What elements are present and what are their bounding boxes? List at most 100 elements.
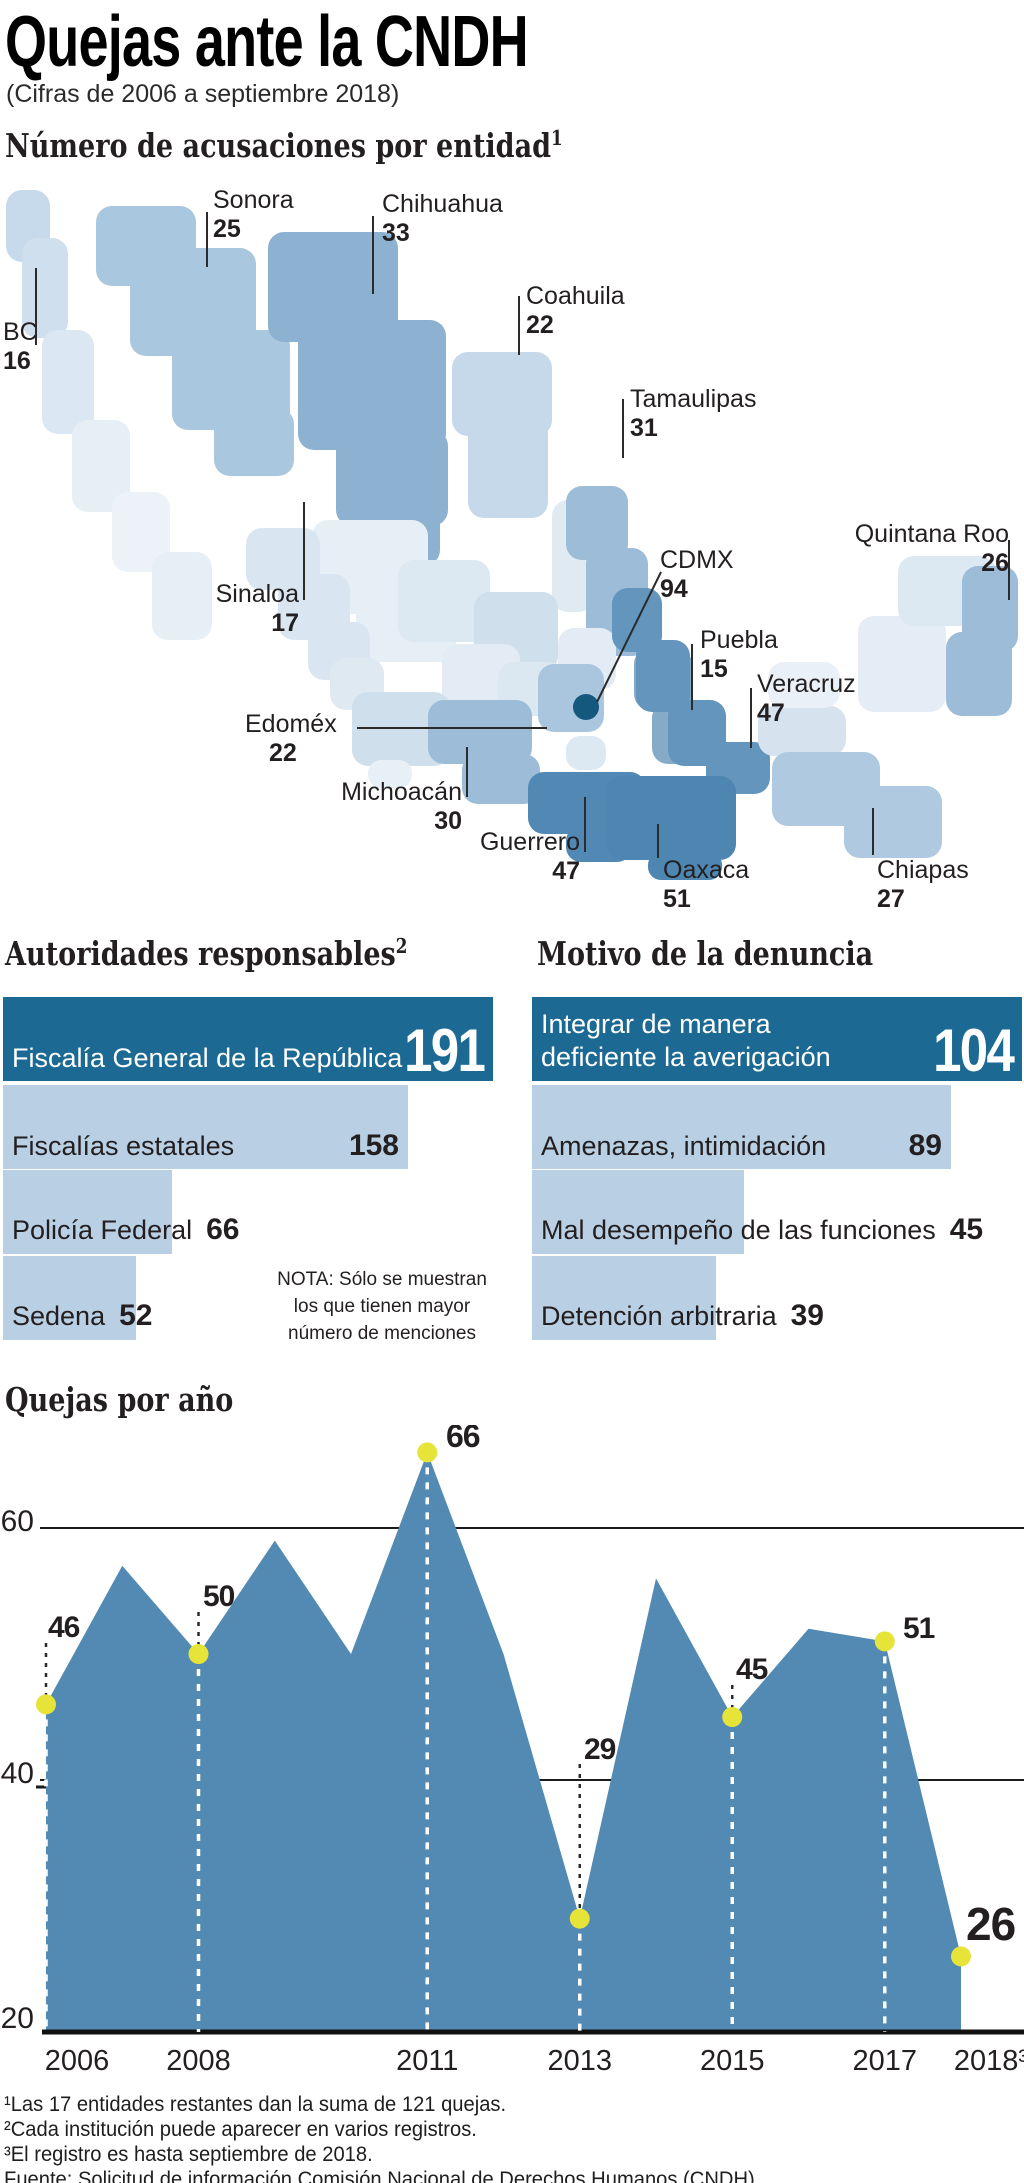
bar-value: 89 [908,1129,942,1162]
state-value: 94 [660,575,688,603]
map-label-sinaloa: Sinaloa 17 [99,580,299,638]
bar-amenazas: 89 [532,1085,951,1169]
bar-value: 52 [119,1299,153,1332]
yearly-heading: Quejas por año [5,1380,234,1419]
bar-fiscalias-estatales: 158 [3,1085,408,1169]
xtick-2008: 2008 [166,2045,231,2077]
state-veracruz [612,588,770,794]
state-name: Michoacán [341,778,462,806]
data-point-2006 [36,1694,56,1715]
state-name: Sinaloa [215,580,299,608]
state-value: 16 [3,347,31,375]
bar-label: Sedena [12,1301,106,1331]
map-label-oaxaca: Oaxaca 51 [663,856,749,914]
map-label-edomex: Edoméx 22 [245,710,337,768]
state-value: 22 [269,739,297,767]
state-name: Edoméx [245,710,337,738]
bar-row: 191 Fiscalía General de la República [3,997,503,1081]
map-label-michoacan: Michoacán 30 [262,778,462,836]
map-label-chihuahua: Chihuahua 33 [382,190,503,248]
bar-row: Detención arbitraria 39 [532,1256,1024,1340]
value-label-2017: 51 [903,1612,935,1645]
bar-label: Amenazas, intimidación [541,1131,827,1161]
map-label-guerrero: Guerrero 47 [380,828,580,886]
xtick-2017: 2017 [852,2045,917,2077]
state-sinaloa [246,528,370,680]
state-value: 15 [700,655,728,683]
cdmx-dot [573,694,599,720]
state-value: 51 [663,885,691,913]
map-label-sonora: Sonora 25 [213,186,294,244]
state-name: Chiapas [877,856,969,884]
state-name: BC [3,318,38,346]
bar-value: 66 [206,1213,240,1246]
map-label-bc: BC 16 [3,318,38,376]
bar-row: Sedena 52 [3,1256,503,1340]
motives-chart: 104 Integrar de manera deficiente la ave… [532,997,1024,1341]
bar-value: 45 [949,1213,984,1246]
map-label-chiapas: Chiapas 27 [877,856,969,914]
bar-value: 39 [790,1299,824,1332]
data-point-2011 [417,1442,438,1463]
bar-detencion-arbitraria [532,1256,716,1340]
value-label-2013: 29 [584,1733,616,1766]
value-label-2015: 45 [736,1653,768,1686]
state-chiapas [772,752,942,858]
authorities-chart: 191 Fiscalía General de la República 158… [3,997,503,1341]
state-name: Coahuila [526,282,625,310]
xtick-2006: 2006 [45,2045,110,2077]
bar-row: 158 Fiscalías estatales [3,1085,503,1169]
state-name: Quintana Roo [854,520,1009,548]
page-title: Quejas ante la CNDH [5,2,529,82]
state-morelos [566,736,606,770]
note-line: los que tienen mayor [293,1296,471,1317]
map-heading-text: Número de acusaciones por entidad [5,126,552,165]
state-coahuila [452,352,552,518]
map-label-quintana-roo: Quintana Roo 26 [809,520,1009,578]
bar-row: 104 Integrar de manera deficiente la ave… [532,997,1024,1081]
state-value: 47 [552,857,580,885]
state-baja-california [6,190,68,338]
bar-label: Integrar de manera [541,1009,771,1039]
area-polygon [46,1452,961,2032]
state-tabasco [758,662,846,756]
state-name: Puebla [700,626,778,654]
authorities-heading-text: Autoridades responsables [5,934,396,973]
map-leader-lines [35,212,1010,858]
bar-row: 89 Amenazas, intimidación [532,1085,1024,1169]
state-quintana-roo [946,566,1018,716]
state-value: 25 [213,215,241,243]
bar-fgr: 191 [3,997,493,1081]
map-label-veracruz: Veracruz 47 [757,670,856,728]
map-label-coahuila: Coahuila 22 [526,282,625,340]
state-campeche [858,616,946,712]
bar-value: 158 [348,1129,399,1162]
bar-mal-desempeno [532,1170,744,1254]
chart-note: NOTA: Sólo se muestran los que tienen ma… [266,1266,498,1347]
map-label-cdmx: CDMX 94 [660,546,734,604]
data-point-2017 [874,1631,895,1652]
value-label-2008: 50 [203,1580,235,1613]
state-value: 30 [434,807,462,835]
bar-row: Mal desempeño de las funciones 45 [532,1170,1024,1254]
data-point-2015 [722,1707,743,1727]
state-sonora [96,206,294,476]
note-line: número de menciones [288,1323,476,1344]
bar-label: Detención arbitraria [541,1301,777,1331]
page-subtitle: (Cifras de 2006 a septiembre 2018) [6,80,400,108]
map-label-tamaulipas: Tamaulipas 31 [630,385,756,443]
ytick-20: 20 [1,2002,34,2035]
data-point-2013 [569,1908,590,1929]
bar-policia-federal [3,1170,172,1254]
state-chihuahua [268,232,448,566]
state-name: Chihuahua [382,190,503,218]
state-value: 26 [981,549,1009,577]
bar-label: deficiente la averigación [541,1042,831,1072]
value-label-2018: 26 [966,1898,1015,1950]
map-label-puebla: Puebla 15 [700,626,778,684]
footnote-3: ³El registro es hasta septiembre de 2018… [4,2143,373,2166]
bar-value: 104 [933,1017,1015,1084]
state-name: Sonora [213,186,294,214]
quejas-por-anio-chart: 46 50 66 29 45 51 26 60 40 20 2006 2008 2011 2013 2015… [1,1425,1024,2077]
xtick-2018: 2018³ [954,2045,1024,2077]
